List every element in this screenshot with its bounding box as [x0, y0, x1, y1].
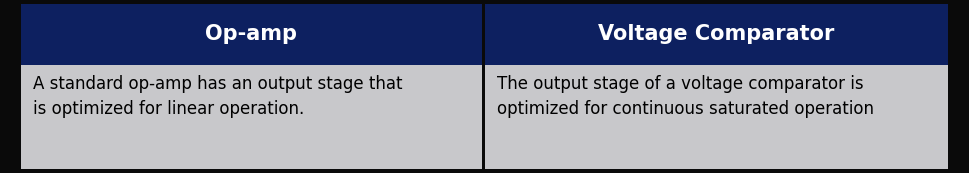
Bar [21, 65, 482, 169]
Bar [485, 4, 948, 65]
Text: Op-amp: Op-amp [205, 24, 297, 44]
Bar [485, 65, 948, 169]
Text: Voltage Comparator: Voltage Comparator [599, 24, 834, 44]
Text: The output stage of a voltage comparator is
optimized for continuous saturated o: The output stage of a voltage comparator… [497, 75, 874, 118]
Text: A standard op-amp has an output stage that
is optimized for linear operation.: A standard op-amp has an output stage th… [33, 75, 402, 118]
Bar [21, 4, 482, 65]
